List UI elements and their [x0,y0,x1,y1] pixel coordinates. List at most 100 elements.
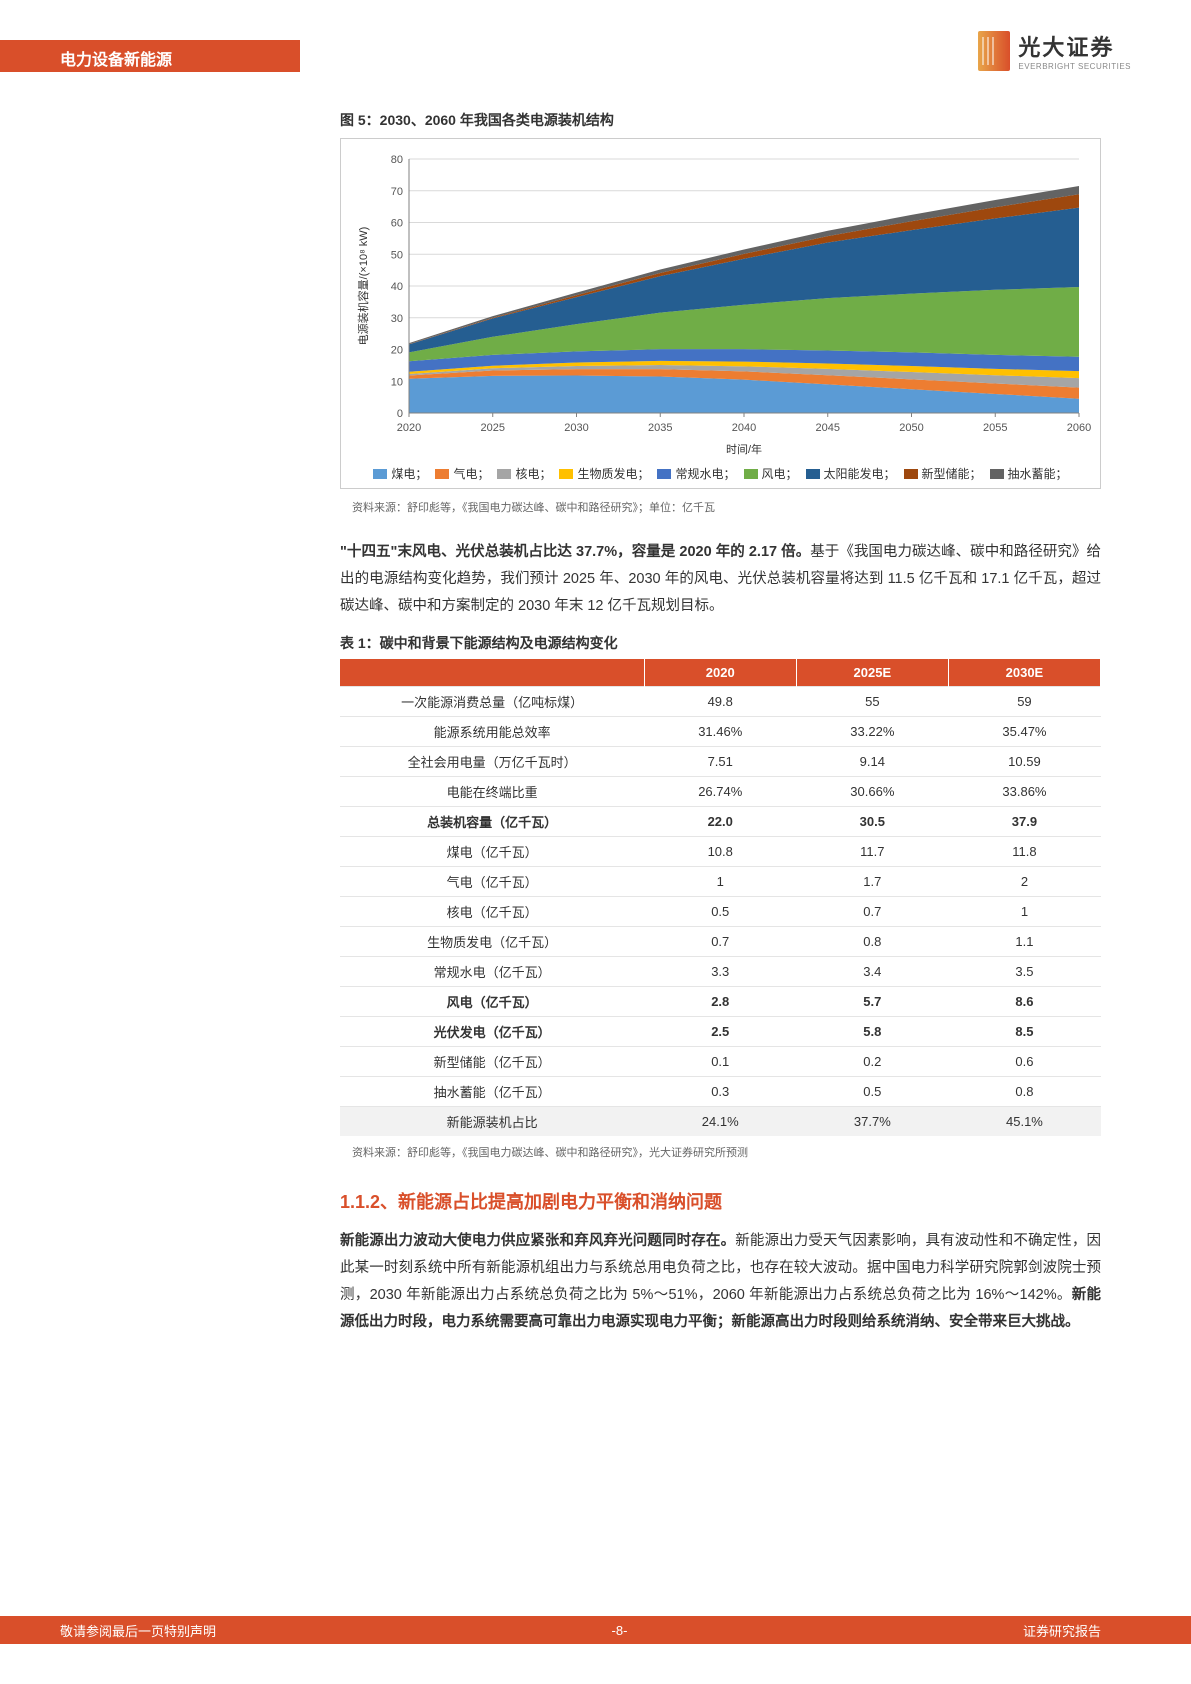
legend-swatch [657,469,671,479]
table-cell: 7.51 [644,747,796,777]
table-cell: 常规水电（亿千瓦） [340,957,644,987]
stacked-area-svg: 0102030405060708020202025203020352040204… [351,149,1091,459]
figure-5-chart: 0102030405060708020202025203020352040204… [340,138,1101,489]
table-row: 光伏发电（亿千瓦）2.55.88.5 [340,1017,1101,1047]
table-row: 新型储能（亿千瓦）0.10.20.6 [340,1047,1101,1077]
table-1: 20202025E2030E 一次能源消费总量（亿吨标煤）49.85559能源系统… [340,659,1101,1136]
chart-legend: 煤电； 气电； 核电； 生物质发电； 常规水电； 风电； 太阳能发电； 新型储能； 抽水蓄能； [351,459,1090,482]
svg-text:时间/年: 时间/年 [726,442,762,456]
table-cell: 37.9 [948,807,1100,837]
legend-label: 太阳能发电； [824,465,896,482]
svg-text:50: 50 [391,249,403,261]
table-cell: 3.3 [644,957,796,987]
legend-item: 太阳能发电； [806,465,896,482]
legend-label: 生物质发电； [577,465,649,482]
header-category-text: 电力设备新能源 [0,40,300,70]
header-category-bar: 电力设备新能源 [0,40,300,72]
legend-swatch [990,469,1004,479]
svg-text:2060: 2060 [1067,422,1091,434]
table-row: 能源系统用能总效率31.46%33.22%35.47% [340,717,1101,747]
legend-label: 常规水电； [675,465,735,482]
table-row: 全社会用电量（万亿千瓦时）7.519.1410.59 [340,747,1101,777]
legend-label: 新型储能； [922,465,982,482]
svg-text:2050: 2050 [899,422,923,434]
table-title: 表 1：碳中和背景下能源结构及电源结构变化 [340,633,1101,653]
table-source: 资料来源：舒印彪等，《我国电力碳达峰、碳中和路径研究》，光大证券研究所预测 [352,1144,1101,1160]
paragraph-2: 新能源出力波动大使电力供应紧张和弃风弃光问题同时存在。新能源出力受天气因素影响，… [340,1228,1101,1335]
legend-label: 气电； [453,465,489,482]
legend-label: 煤电； [391,465,427,482]
table-cell: 33.86% [948,777,1100,807]
table-cell: 气电（亿千瓦） [340,867,644,897]
table-cell: 3.5 [948,957,1100,987]
table-cell: 10.59 [948,747,1100,777]
table-cell: 生物质发电（亿千瓦） [340,927,644,957]
paragraph-1: "十四五"末风电、光伏总装机占比达 37.7%，容量是 2020 年的 2.17… [340,539,1101,619]
table-cell: 1.1 [948,927,1100,957]
table-cell: 全社会用电量（万亿千瓦时） [340,747,644,777]
svg-text:2045: 2045 [816,422,840,434]
svg-text:10: 10 [391,376,403,388]
svg-text:40: 40 [391,281,403,293]
table-cell: 10.8 [644,837,796,867]
legend-item: 核电； [497,465,551,482]
section-1-1-2-title: 1.1.2、新能源占比提高加剧电力平衡和消纳问题 [340,1188,1101,1214]
table-cell: 49.8 [644,687,796,717]
table-cell: 0.7 [644,927,796,957]
table-cell: 抽水蓄能（亿千瓦） [340,1077,644,1107]
svg-text:2040: 2040 [732,422,756,434]
legend-label: 风电； [762,465,798,482]
svg-text:2025: 2025 [481,422,505,434]
table-cell: 0.8 [948,1077,1100,1107]
table-cell: 3.4 [796,957,948,987]
table-cell: 24.1% [644,1107,796,1137]
table-cell: 30.5 [796,807,948,837]
legend-swatch [744,469,758,479]
table-row: 电能在终端比重26.74%30.66%33.86% [340,777,1101,807]
svg-text:80: 80 [391,154,403,166]
legend-item: 风电； [744,465,798,482]
table-cell: 0.2 [796,1047,948,1077]
table-cell: 8.5 [948,1017,1100,1047]
table-cell: 2 [948,867,1100,897]
legend-swatch [806,469,820,479]
table-header-cell [340,659,644,687]
page-footer: 敬请参阅最后一页特别声明 -8- 证券研究报告 [0,1616,1191,1644]
table-cell: 0.3 [644,1077,796,1107]
table-cell: 一次能源消费总量（亿吨标煤） [340,687,644,717]
table-cell: 1.7 [796,867,948,897]
table-cell: 55 [796,687,948,717]
table-header-cell: 2025E [796,659,948,687]
table-header-cell: 2020 [644,659,796,687]
table-cell: 2.8 [644,987,796,1017]
table-cell: 5.7 [796,987,948,1017]
svg-text:2035: 2035 [648,422,672,434]
table-cell: 45.1% [948,1107,1100,1137]
table-cell: 11.7 [796,837,948,867]
table-cell: 核电（亿千瓦） [340,897,644,927]
legend-label: 抽水蓄能； [1008,465,1068,482]
svg-text:2055: 2055 [983,422,1007,434]
legend-swatch [497,469,511,479]
page-header: 电力设备新能源 光大证券 EVERBRIGHT SECURITIES [0,0,1191,90]
table-cell: 新型储能（亿千瓦） [340,1047,644,1077]
table-cell: 30.66% [796,777,948,807]
legend-swatch [559,469,573,479]
table-row: 抽水蓄能（亿千瓦）0.30.50.8 [340,1077,1101,1107]
footer-left: 敬请参阅最后一页特别声明 [60,1621,216,1640]
table-cell: 9.14 [796,747,948,777]
table-cell: 煤电（亿千瓦） [340,837,644,867]
table-cell: 1 [644,867,796,897]
table-cell: 5.8 [796,1017,948,1047]
svg-text:30: 30 [391,313,403,325]
legend-item: 生物质发电； [559,465,649,482]
para1-bold: "十四五"末风电、光伏总装机占比达 37.7%，容量是 2020 年的 2.17… [340,544,810,560]
table-row: 煤电（亿千瓦）10.811.711.8 [340,837,1101,867]
para2-bold1: 新能源出力波动大使电力供应紧张和弃风弃光问题同时存在。 [340,1233,735,1249]
table-cell: 59 [948,687,1100,717]
table-cell: 31.46% [644,717,796,747]
table-header-cell: 2030E [948,659,1100,687]
svg-text:20: 20 [391,345,403,357]
table-cell: 11.8 [948,837,1100,867]
logo-en: EVERBRIGHT SECURITIES [1018,62,1131,71]
